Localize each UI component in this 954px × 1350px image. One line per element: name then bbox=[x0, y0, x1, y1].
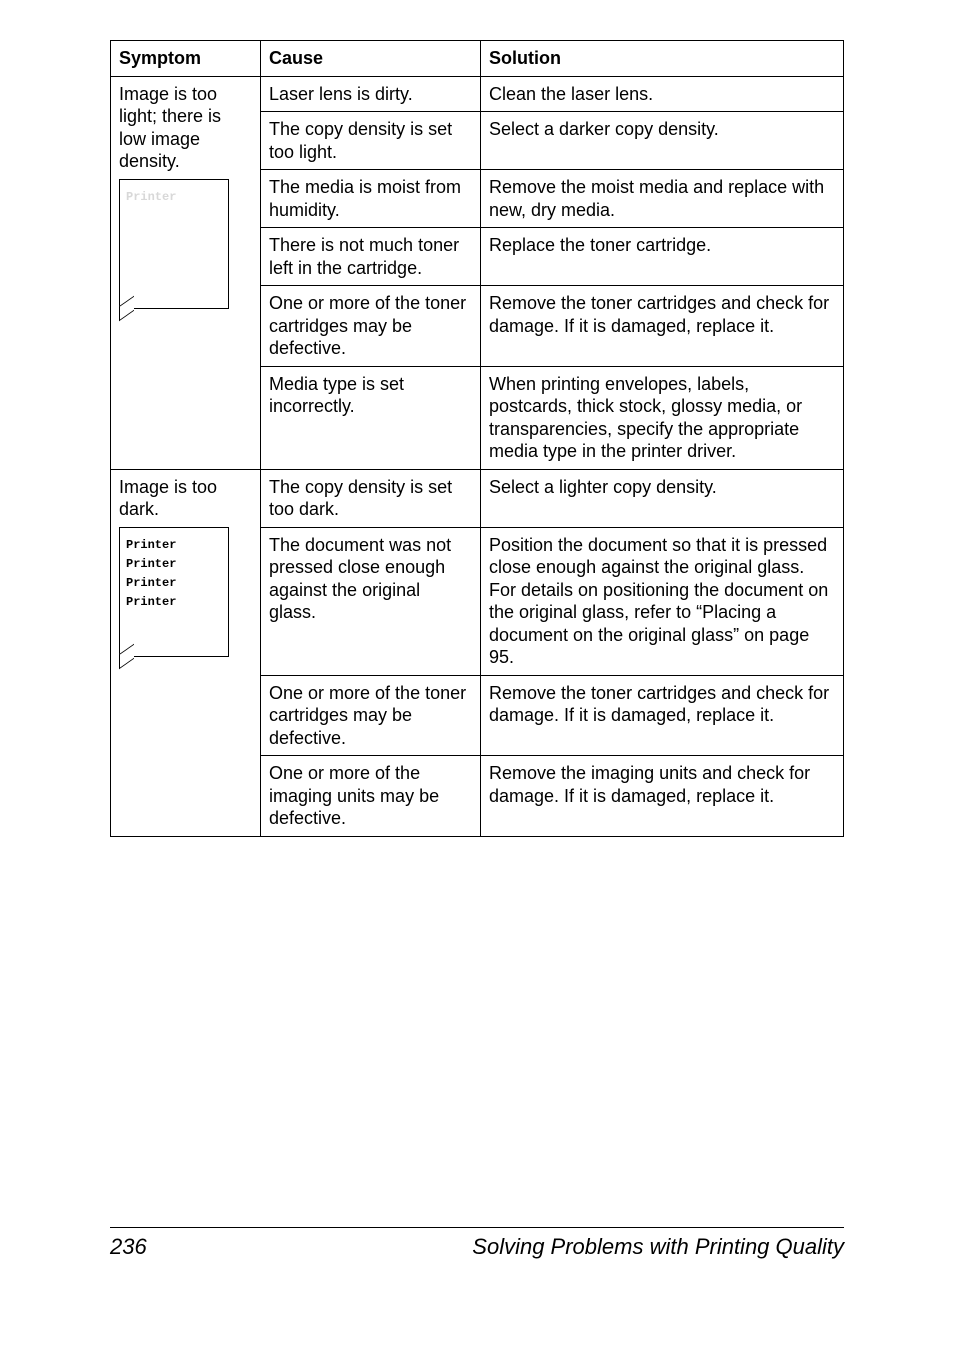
solution-cell: Position the document so that it is pres… bbox=[481, 527, 844, 675]
footer-divider bbox=[110, 1227, 844, 1228]
symptom-illustration-dark: Printer Printer Printer Printer bbox=[119, 527, 229, 657]
solution-cell: Select a lighter copy density. bbox=[481, 469, 844, 527]
solution-cell: Replace the toner cartridge. bbox=[481, 228, 844, 286]
illustration-line: Printer bbox=[126, 574, 222, 593]
header-cause: Cause bbox=[261, 41, 481, 77]
cause-cell: The copy density is set too dark. bbox=[261, 469, 481, 527]
solution-cell: Clean the laser lens. bbox=[481, 76, 844, 112]
page-number: 236 bbox=[110, 1234, 147, 1260]
footer-row: 236 Solving Problems with Printing Quali… bbox=[110, 1234, 844, 1260]
table-row: Image is too light; there is low image d… bbox=[111, 76, 844, 112]
cause-cell: Laser lens is dirty. bbox=[261, 76, 481, 112]
header-solution: Solution bbox=[481, 41, 844, 77]
symptom-cell-light-image: Image is too light; there is low image d… bbox=[111, 76, 261, 469]
solution-cell: Remove the toner cartridges and check fo… bbox=[481, 675, 844, 756]
footer-title: Solving Problems with Printing Quality bbox=[472, 1234, 844, 1260]
illustration-line: Printer bbox=[126, 536, 222, 555]
cause-cell: There is not much toner left in the cart… bbox=[261, 228, 481, 286]
solution-cell: Remove the moist media and replace with … bbox=[481, 170, 844, 228]
cause-cell: One or more of the imaging units may be … bbox=[261, 756, 481, 837]
solution-cell: Select a darker copy density. bbox=[481, 112, 844, 170]
symptom-text: Image is too dark. bbox=[119, 477, 217, 520]
cause-cell: Media type is set incorrectly. bbox=[261, 366, 481, 469]
table-header-row: Symptom Cause Solution bbox=[111, 41, 844, 77]
cause-cell: The media is moist from humidity. bbox=[261, 170, 481, 228]
solution-cell: When printing envelopes, labels, postcar… bbox=[481, 366, 844, 469]
page-corner-fold-icon bbox=[119, 295, 134, 321]
symptom-text: Image is too light; there is low image d… bbox=[119, 84, 221, 172]
cause-cell: The document was not pressed close enoug… bbox=[261, 527, 481, 675]
symptom-illustration-light: Printer bbox=[119, 179, 229, 309]
cause-cell: One or more of the toner cartridges may … bbox=[261, 286, 481, 367]
page-footer: 236 Solving Problems with Printing Quali… bbox=[110, 1227, 844, 1260]
header-symptom: Symptom bbox=[111, 41, 261, 77]
illustration-line: Printer bbox=[126, 593, 222, 612]
page-content: Symptom Cause Solution Image is too ligh… bbox=[0, 0, 954, 837]
illustration-line: Printer bbox=[126, 190, 176, 204]
symptom-cell-dark-image: Image is too dark. Printer Printer Print… bbox=[111, 469, 261, 836]
table-row: Image is too dark. Printer Printer Print… bbox=[111, 469, 844, 527]
solution-cell: Remove the imaging units and check for d… bbox=[481, 756, 844, 837]
cause-cell: One or more of the toner cartridges may … bbox=[261, 675, 481, 756]
solution-cell: Remove the toner cartridges and check fo… bbox=[481, 286, 844, 367]
page-corner-fold-icon bbox=[119, 643, 134, 669]
cause-cell: The copy density is set too light. bbox=[261, 112, 481, 170]
troubleshooting-table: Symptom Cause Solution Image is too ligh… bbox=[110, 40, 844, 837]
illustration-line: Printer bbox=[126, 555, 222, 574]
